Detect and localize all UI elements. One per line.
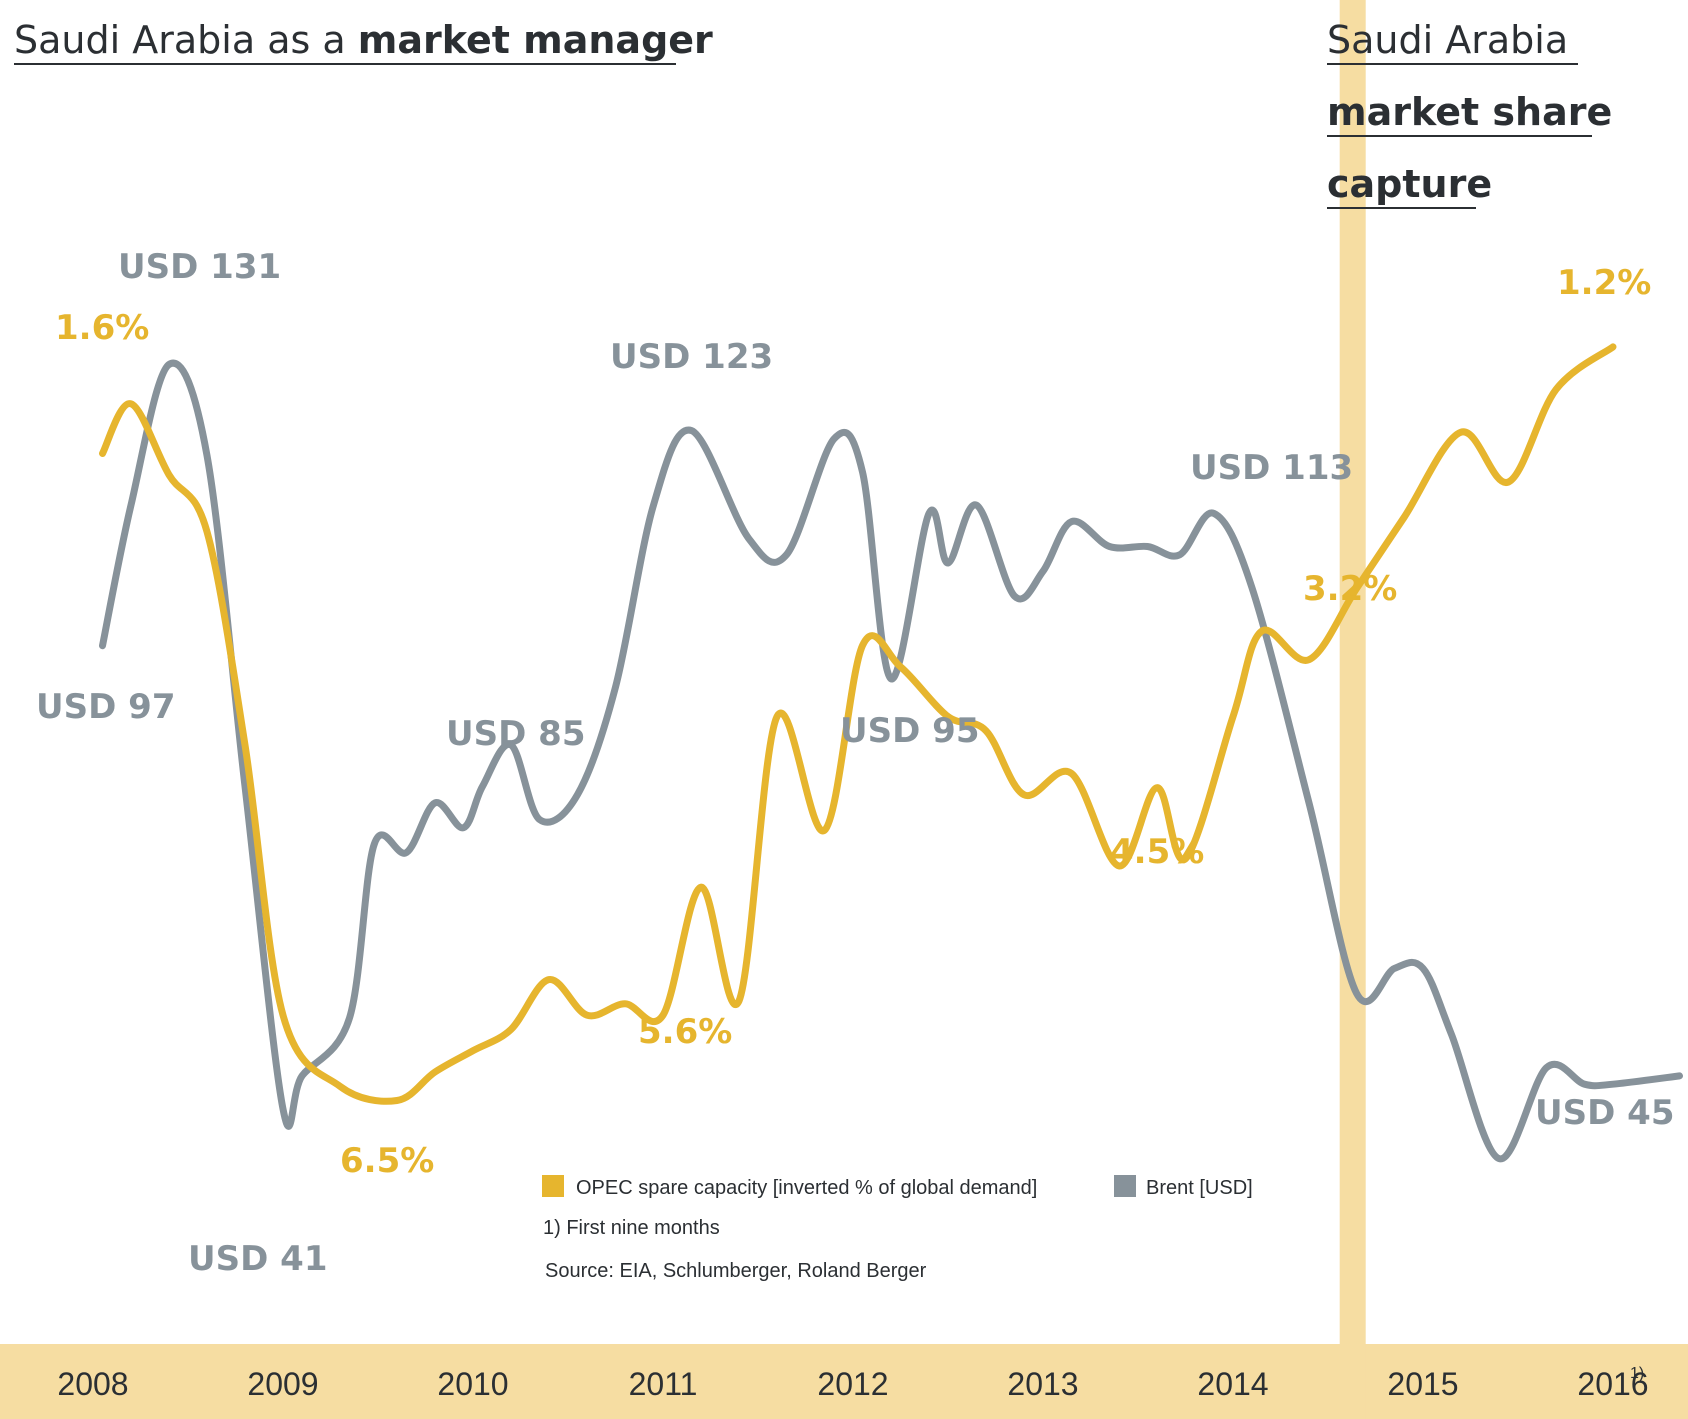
x-tick-2011: 2011 [629,1366,698,1402]
brent-annotations: USD 131 USD 97 USD 41 USD 85 USD 123 USD… [36,247,1674,1279]
data-label-usd-97: USD 97 [36,687,175,727]
data-label-usd-123: USD 123 [610,337,773,377]
x-tick-2009: 2009 [247,1366,318,1402]
divider-band [1339,0,1366,1419]
data-label-usd-95: USD 95 [840,711,979,751]
x-tick-2012: 2012 [817,1366,888,1402]
data-label-usd-131: USD 131 [118,247,281,287]
data-label-1-2: 1.2% [1557,263,1651,303]
data-label-3-2: 3.2% [1303,569,1397,609]
data-label-1-6: 1.6% [55,308,149,348]
data-label-usd-85: USD 85 [446,714,585,754]
title-left-bold: market manager [358,18,713,62]
data-label-usd-113: USD 113 [1190,448,1353,488]
opec-series-line [99,343,1617,1105]
source-note: Source: EIA, Schlumberger, Roland Berger [545,1260,927,1282]
opec-annotations: 1.6% 6.5% 5.6% 4.5% 3.2% 1.2% [55,263,1651,1181]
data-label-5-6: 5.6% [638,1012,732,1052]
title-right-line1: Saudi Arabia [1327,18,1568,62]
data-label-usd-45: USD 45 [1535,1093,1674,1133]
data-label-usd-41: USD 41 [188,1239,327,1279]
x-axis-ticks: 2008 2009 2010 2011 2012 2013 2014 2015 … [57,1366,1648,1402]
x-tick-2013: 2013 [1007,1366,1078,1402]
x-tick-2014: 2014 [1197,1366,1268,1402]
title-left-prefix: Saudi Arabia as a [14,18,358,62]
data-label-6-5: 6.5% [340,1141,434,1181]
data-label-4-5: 4.5% [1110,832,1204,872]
x-tick-2008: 2008 [57,1366,128,1402]
legend-label-brent: Brent [USD] [1146,1177,1253,1199]
legend-swatch-brent [1114,1175,1136,1197]
x-tick-2016-superscript: 1) [1630,1365,1644,1382]
x-tick-2015: 2015 [1387,1366,1458,1402]
x-tick-2010: 2010 [437,1366,508,1402]
x-axis-band [0,1344,1688,1419]
brent-series-line [99,359,1683,1163]
title-right-line3: capture [1327,162,1492,206]
title-left: Saudi Arabia as a market manager [14,18,713,62]
x-tick-2016: 2016 [1577,1366,1648,1402]
footnote: 1) First nine months [543,1217,720,1239]
title-right-line2: market share [1327,90,1612,134]
legend: OPEC spare capacity [inverted % of globa… [542,1175,1253,1199]
legend-label-opec: OPEC spare capacity [inverted % of globa… [576,1177,1037,1199]
legend-swatch-opec [542,1175,564,1197]
